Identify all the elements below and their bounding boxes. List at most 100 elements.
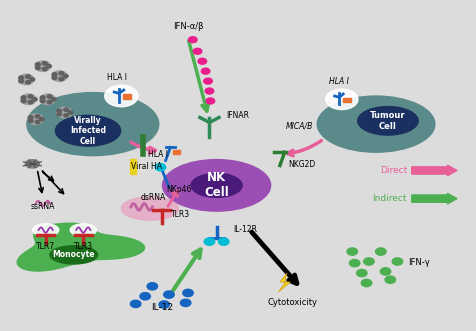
Circle shape	[130, 300, 141, 307]
Ellipse shape	[25, 160, 40, 168]
Circle shape	[188, 37, 197, 43]
Circle shape	[19, 79, 23, 83]
Circle shape	[218, 238, 229, 245]
Circle shape	[35, 66, 40, 70]
Circle shape	[28, 116, 33, 119]
Circle shape	[35, 120, 40, 124]
Circle shape	[64, 114, 69, 117]
Circle shape	[357, 269, 367, 277]
Circle shape	[51, 98, 56, 101]
Circle shape	[47, 101, 52, 104]
Circle shape	[28, 114, 43, 124]
Circle shape	[155, 164, 166, 171]
Circle shape	[19, 76, 23, 79]
Circle shape	[57, 107, 72, 118]
Text: Viral HA: Viral HA	[131, 162, 162, 171]
Circle shape	[180, 299, 191, 307]
Ellipse shape	[121, 197, 178, 220]
Text: Cytotoxicity: Cytotoxicity	[268, 298, 318, 307]
FancyArrow shape	[412, 193, 457, 204]
Ellipse shape	[162, 159, 271, 212]
Circle shape	[21, 96, 26, 99]
Circle shape	[376, 248, 386, 255]
Circle shape	[32, 98, 37, 101]
Text: Virally
Infected
Cell: Virally Infected Cell	[70, 116, 106, 146]
Text: HLA I: HLA I	[329, 77, 349, 86]
Text: HLA I: HLA I	[107, 73, 127, 82]
Circle shape	[193, 48, 202, 54]
Text: NKp46: NKp46	[167, 185, 192, 194]
Circle shape	[63, 74, 68, 78]
Circle shape	[30, 78, 35, 81]
Circle shape	[35, 115, 40, 118]
Circle shape	[42, 62, 47, 65]
Text: IFN-γ: IFN-γ	[408, 258, 430, 267]
Circle shape	[201, 68, 210, 74]
Text: NKG2D: NKG2D	[288, 160, 315, 169]
Bar	[130, 159, 136, 174]
Ellipse shape	[55, 115, 121, 147]
Text: TLR3: TLR3	[171, 210, 190, 219]
Circle shape	[52, 76, 57, 79]
Circle shape	[28, 101, 33, 104]
Circle shape	[21, 94, 36, 105]
Circle shape	[47, 95, 52, 98]
Ellipse shape	[326, 89, 358, 110]
Bar	[123, 94, 131, 99]
Circle shape	[198, 58, 207, 64]
Text: IFNAR: IFNAR	[226, 111, 249, 120]
Ellipse shape	[26, 92, 159, 156]
Circle shape	[35, 63, 40, 66]
Text: Tumour
Cell: Tumour Cell	[370, 111, 406, 130]
Circle shape	[385, 276, 396, 283]
Circle shape	[205, 88, 214, 94]
Circle shape	[349, 260, 360, 267]
Circle shape	[347, 248, 357, 255]
Text: ssRNA: ssRNA	[31, 202, 55, 211]
Circle shape	[206, 98, 215, 104]
Ellipse shape	[105, 85, 138, 107]
Text: IL-12R: IL-12R	[233, 225, 257, 234]
Circle shape	[140, 293, 150, 300]
Circle shape	[361, 279, 372, 287]
Text: dsRNA: dsRNA	[140, 193, 166, 202]
Polygon shape	[278, 273, 290, 292]
Circle shape	[57, 113, 61, 116]
Circle shape	[19, 74, 34, 85]
Text: Monocyte: Monocyte	[52, 250, 95, 260]
Circle shape	[380, 268, 391, 275]
Circle shape	[40, 94, 55, 105]
Bar	[173, 150, 180, 154]
Circle shape	[364, 258, 374, 265]
Circle shape	[40, 99, 45, 103]
Text: IFN-α/β: IFN-α/β	[173, 23, 203, 31]
Ellipse shape	[190, 173, 243, 198]
Circle shape	[164, 291, 174, 298]
Circle shape	[52, 71, 67, 81]
Bar	[343, 98, 351, 102]
Text: Indirect: Indirect	[373, 194, 407, 203]
Circle shape	[64, 108, 69, 111]
Ellipse shape	[317, 95, 436, 153]
Circle shape	[59, 77, 64, 81]
Ellipse shape	[32, 224, 59, 236]
Text: MICA/B: MICA/B	[286, 121, 313, 130]
Polygon shape	[17, 222, 145, 272]
Circle shape	[47, 65, 51, 68]
Circle shape	[204, 238, 215, 245]
Circle shape	[26, 81, 30, 84]
Text: TLR7: TLR7	[36, 242, 55, 251]
Circle shape	[392, 258, 403, 265]
Text: TLR3: TLR3	[74, 242, 93, 251]
Circle shape	[28, 95, 33, 98]
Text: Direct: Direct	[380, 166, 407, 175]
Circle shape	[57, 109, 61, 113]
Circle shape	[21, 99, 26, 103]
Ellipse shape	[357, 106, 419, 136]
Circle shape	[42, 68, 47, 71]
Circle shape	[147, 283, 158, 290]
Circle shape	[59, 71, 64, 75]
Circle shape	[159, 301, 169, 308]
Circle shape	[35, 61, 50, 71]
Circle shape	[183, 289, 193, 297]
